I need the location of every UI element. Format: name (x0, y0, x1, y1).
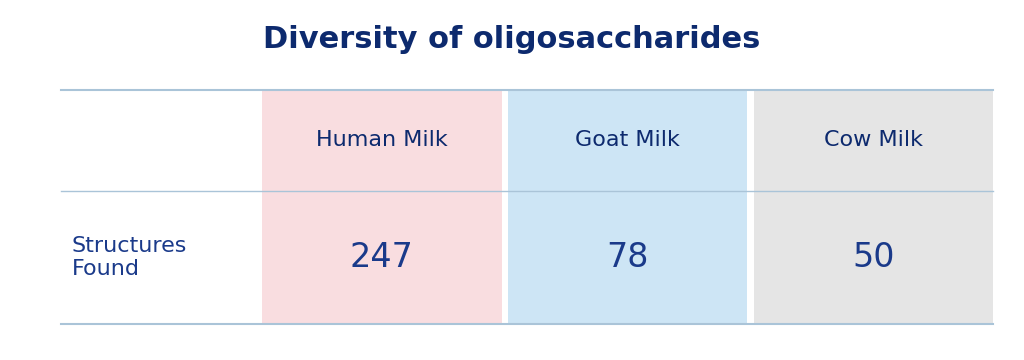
Text: Goat Milk: Goat Milk (575, 130, 680, 150)
Text: Structures
Found: Structures Found (72, 236, 187, 279)
Text: 78: 78 (606, 241, 649, 274)
Text: Cow Milk: Cow Milk (824, 130, 923, 150)
Text: 50: 50 (852, 241, 895, 274)
Text: 247: 247 (350, 241, 414, 274)
Text: Diversity of oligosaccharides: Diversity of oligosaccharides (263, 25, 761, 54)
Text: Human Milk: Human Milk (315, 130, 447, 150)
